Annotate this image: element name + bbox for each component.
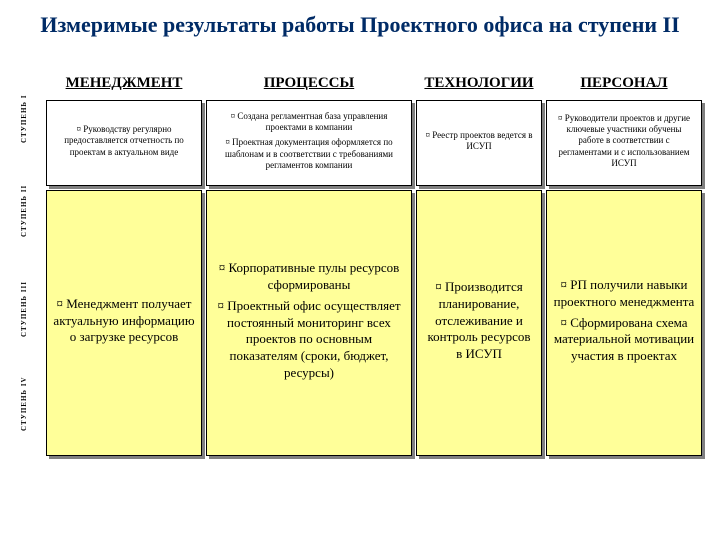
matrix-rows: СТУПЕНЬ I ¤ Руководству регулярно предос… xyxy=(32,98,712,458)
cell-text: ¤ Руководители проектов и другие ключевы… xyxy=(553,113,695,169)
col-header-2: ТЕХНОЛОГИИ xyxy=(414,75,544,98)
col-header-3: ПЕРСОНАЛ xyxy=(544,75,704,98)
matrix-grid: МЕНЕДЖМЕНТПРОЦЕССЫТЕХНОЛОГИИПЕРСОНАЛ СТУ… xyxy=(32,75,712,458)
cell-text: ¤ Сформирована схема материальной мотива… xyxy=(553,315,695,366)
column-headers: МЕНЕДЖМЕНТПРОЦЕССЫТЕХНОЛОГИИПЕРСОНАЛ xyxy=(44,75,712,98)
cell-text: ¤ Проектная документация оформляется по … xyxy=(213,137,405,171)
cell-text: ¤ РП получили навыки проектного менеджме… xyxy=(553,277,695,311)
cell-text: ¤ Произво­дится планирова­ние, отсле­жив… xyxy=(423,279,535,363)
col-header-0: МЕНЕДЖМЕНТ xyxy=(44,75,204,98)
cell: ¤ Руководители проектов и другие ключевы… xyxy=(544,98,704,188)
col-header-1: ПРОЦЕССЫ xyxy=(204,75,414,98)
row-stage-1: СТУПЕНЬ I ¤ Руководству регулярно предос… xyxy=(44,98,712,188)
cell: ¤ Менеджмент получает актуальную информа… xyxy=(44,188,204,458)
cell: ¤ Корпоративные пулы ресурсов сформирова… xyxy=(204,188,414,458)
cell-text: ¤ Создана регламентная база управления п… xyxy=(213,111,405,134)
cell: ¤ Создана регламентная база управления п… xyxy=(204,98,414,188)
cell-text: ¤ Реестр проектов ведется в ИСУП xyxy=(423,130,535,153)
cell: ¤ Руководству регулярно предоставляется … xyxy=(44,98,204,188)
page-title: Измеримые результаты работы Проектного о… xyxy=(0,0,720,44)
row-stage-2-highlight: СТУПЕНЬ II СТУПЕНЬ III СТУПЕНЬ IV ¤ Мене… xyxy=(44,188,712,458)
cell: ¤ РП получили навыки проектного менеджме… xyxy=(544,188,704,458)
cell: ¤ Реестр проектов ведется в ИСУП xyxy=(414,98,544,188)
cell-text: ¤ Проектный офис осуществляет постоянный… xyxy=(213,298,405,382)
cell-text: ¤ Руководству регулярно предоставляется … xyxy=(53,124,195,158)
cell-text: ¤ Менеджмент получает актуальную информа… xyxy=(53,296,195,347)
cell-text: ¤ Корпоративные пулы ресурсов сформирова… xyxy=(213,260,405,294)
cell: ¤ Произво­дится планирова­ние, отсле­жив… xyxy=(414,188,544,458)
